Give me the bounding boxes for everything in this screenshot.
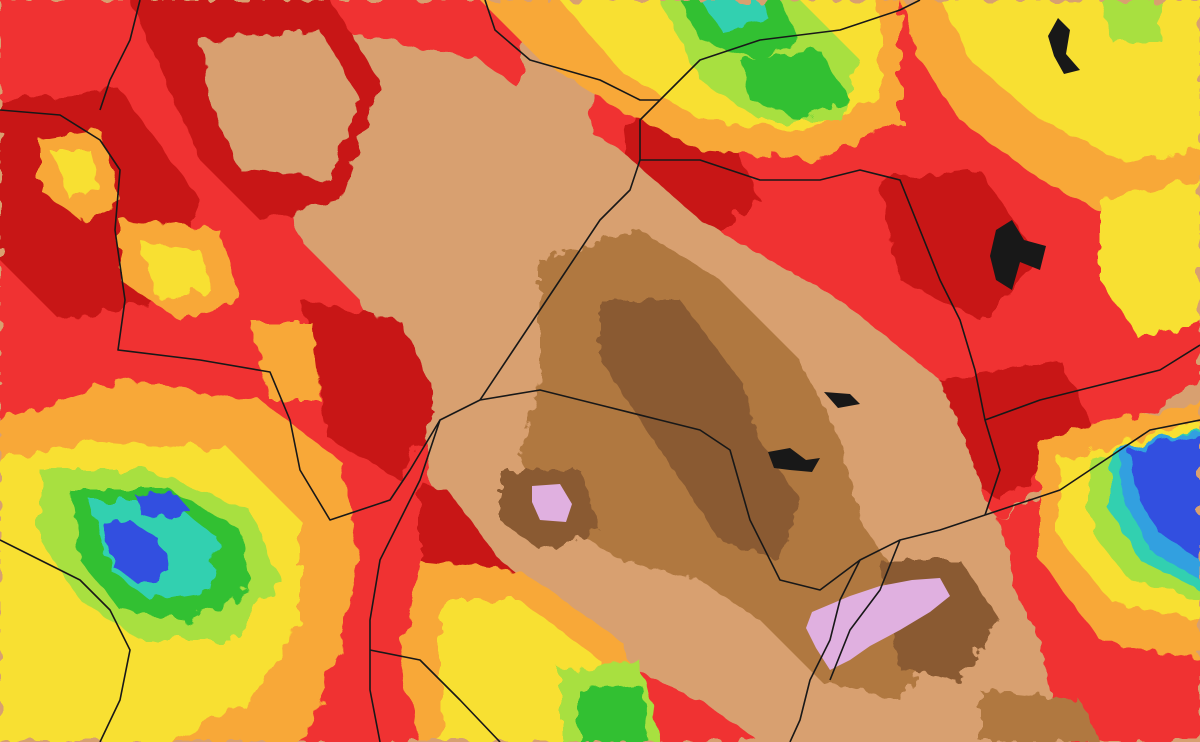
dry-regions	[400, 90, 1100, 742]
water-bodies	[768, 18, 1080, 472]
very-dry-spots	[532, 484, 950, 670]
